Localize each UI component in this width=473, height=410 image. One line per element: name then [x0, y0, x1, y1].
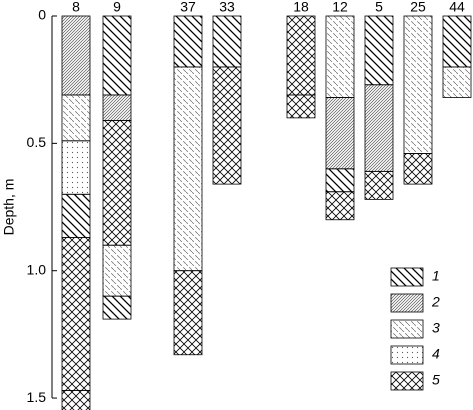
y-tick-label: 1.0: [27, 261, 47, 277]
layer: [325, 15, 355, 98]
legend-swatch: [390, 345, 424, 365]
layer: [61, 140, 91, 195]
layer: [61, 94, 91, 142]
column-label: 9: [113, 0, 121, 15]
column-label: 5: [375, 0, 383, 15]
legend-label: 5: [432, 372, 440, 388]
layer: [102, 120, 132, 246]
layer: [61, 390, 91, 410]
layer: [325, 191, 355, 221]
layer: [442, 15, 472, 68]
column-label: 33: [219, 0, 235, 15]
legend-swatch: [390, 267, 424, 287]
legend-label: 2: [431, 294, 440, 310]
column-label: 18: [293, 0, 309, 15]
layer: [102, 15, 132, 96]
layer: [364, 170, 394, 200]
layer: [102, 244, 132, 297]
legend-label: 1: [432, 268, 440, 284]
y-tick-label: 0: [38, 7, 46, 23]
column-label: 8: [72, 0, 80, 15]
layer: [286, 94, 316, 119]
layer: [364, 84, 394, 172]
layer: [61, 15, 91, 96]
layer: [325, 97, 355, 170]
legend-label: 3: [432, 320, 440, 336]
column-label: 44: [449, 0, 465, 15]
legend-swatch: [390, 319, 424, 339]
y-tick-label: 1.5: [27, 389, 47, 405]
legend-swatch: [390, 371, 424, 391]
layer: [212, 15, 242, 68]
layer: [61, 193, 91, 238]
column-label: 25: [410, 0, 426, 15]
layer: [403, 15, 433, 154]
layer: [286, 15, 316, 96]
column-label: 37: [180, 0, 196, 15]
layer: [61, 237, 91, 391]
layer: [173, 270, 203, 356]
layer: [364, 15, 394, 86]
layer: [325, 168, 355, 193]
y-axis-label: Depth, m: [1, 179, 17, 236]
legend-label: 4: [432, 346, 440, 362]
column-label: 12: [332, 0, 348, 15]
layer: [173, 15, 203, 68]
y-tick-label: 0.5: [27, 134, 47, 150]
layer: [403, 153, 433, 185]
layer: [212, 66, 242, 185]
layer: [173, 66, 203, 272]
layer: [442, 66, 472, 98]
layer: [102, 94, 132, 121]
legend-swatch: [390, 293, 424, 313]
layer: [102, 295, 132, 320]
